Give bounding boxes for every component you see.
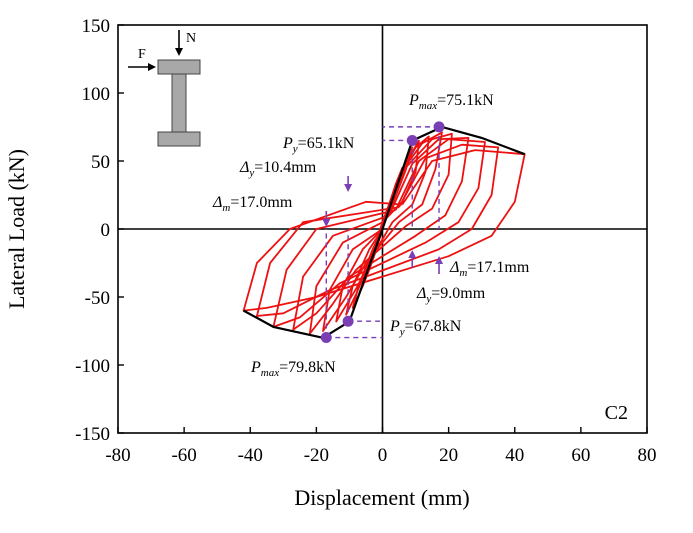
y-tick-label: -100	[75, 356, 110, 377]
inset-column-schematic: F N	[128, 30, 201, 147]
annotation-py-pos: Py=65.1kN	[282, 135, 355, 155]
hysteresis-loop-6	[308, 132, 453, 335]
y-tick-label: 50	[91, 152, 110, 173]
annotation-dm-neg: Δm=17.0mm	[212, 194, 293, 214]
x-axis-title: Displacement (mm)	[294, 485, 469, 510]
annotation-arrows	[322, 176, 444, 274]
x-tick-label: 0	[378, 445, 388, 466]
x-tick-labels: -80 -60 -40 -20 0 20 40 60 80	[105, 445, 656, 466]
x-tick-label: 80	[638, 445, 657, 466]
inset-bottom-flange	[157, 131, 201, 147]
arrow-dy-neg-head	[344, 184, 353, 192]
arrow-dm-pos-head	[435, 256, 444, 264]
arrow-dm-neg-head	[322, 219, 331, 227]
y-tick-labels: -150 -100 -50 0 50 100 150	[75, 16, 110, 445]
panel-label: C2	[605, 402, 628, 424]
x-tick-label: -60	[171, 445, 196, 466]
y-tick-label: 100	[82, 84, 111, 105]
arrow-dy-pos-head	[408, 250, 417, 258]
x-tick-label: 60	[571, 445, 590, 466]
y-tick-label: 150	[82, 16, 111, 37]
x-tick-label: 20	[439, 445, 458, 466]
y-tick-label: -150	[75, 424, 110, 445]
x-tick-label: -80	[105, 445, 130, 466]
characteristic-points	[320, 121, 445, 344]
inset-web	[171, 73, 187, 133]
envelope-line	[243, 125, 526, 339]
envelope-curve	[243, 125, 526, 339]
hysteresis-loop-10	[242, 149, 526, 312]
inset-label-F: F	[138, 47, 146, 62]
hysteresis-loop-8	[272, 138, 486, 328]
key-point-2	[406, 134, 418, 146]
annotation-pmax-pos: Pmax=75.1kN	[408, 92, 494, 112]
x-tick-label: -40	[238, 445, 263, 466]
annotation-pmax-neg: Pmax=79.8kN	[250, 359, 336, 379]
inset-top-flange	[157, 59, 201, 75]
key-point-3	[342, 315, 354, 327]
y-tick-label: 0	[101, 220, 111, 241]
inset-label-N: N	[186, 31, 196, 46]
hysteresis-loop-9	[255, 143, 500, 317]
x-tick-label: 40	[505, 445, 524, 466]
annotation-py-neg: Py=67.8kN	[389, 318, 462, 338]
x-tick-label: -20	[304, 445, 329, 466]
annotation-dy-neg: Δy=10.4mm	[239, 159, 317, 179]
y-tick-label: -50	[85, 288, 110, 309]
y-axis-title: Lateral Load (kN)	[4, 149, 29, 309]
annotation-dy-pos: Δy=9.0mm	[416, 285, 486, 305]
key-point-1	[433, 121, 445, 133]
guide-lines	[325, 126, 440, 339]
inset-arrowhead-N	[175, 48, 183, 56]
annotation-dm-pos: Δm=17.1mm	[449, 259, 530, 279]
key-point-4	[320, 332, 332, 344]
inset-arrowhead-F	[148, 63, 156, 71]
